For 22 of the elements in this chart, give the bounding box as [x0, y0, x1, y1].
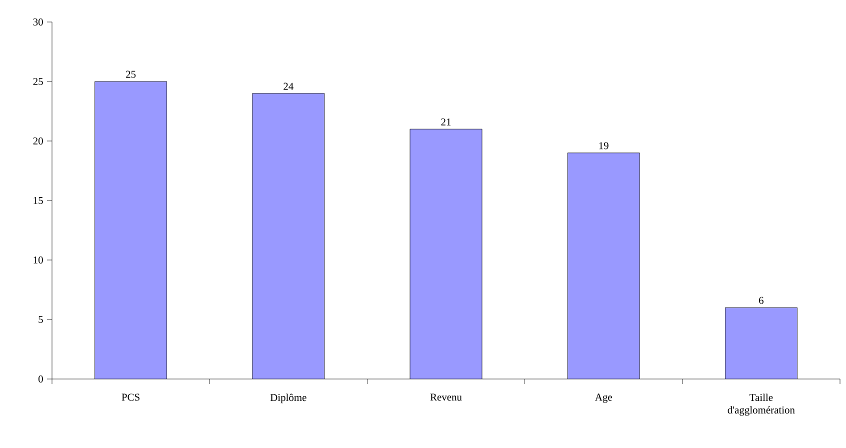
bar	[94, 81, 167, 379]
y-tick-label: 20	[33, 137, 43, 145]
data-label: 21	[441, 118, 451, 126]
data-label: 19	[599, 142, 608, 150]
y-tick-label: 5	[38, 316, 43, 323]
x-tick-label: Diplôme	[270, 394, 306, 404]
x-tick-label: Taille d'agglomération	[728, 394, 795, 416]
y-tick-label: 30	[33, 18, 43, 26]
bar	[252, 93, 324, 379]
y-tick-label: 15	[34, 196, 43, 204]
y-tick-label: 10	[34, 256, 43, 264]
y-tick-label: 0	[38, 375, 43, 383]
data-label: 24	[284, 82, 294, 90]
x-tick-label: Age	[595, 394, 612, 403]
bar	[410, 129, 482, 379]
data-label: 25	[126, 70, 136, 78]
y-tick-label: 25	[33, 78, 43, 86]
data-label: 6	[759, 296, 764, 304]
x-tick-label: PCS	[122, 394, 140, 401]
bar	[725, 307, 798, 379]
bar	[568, 152, 640, 379]
x-tick-label: Revenu	[430, 394, 462, 401]
